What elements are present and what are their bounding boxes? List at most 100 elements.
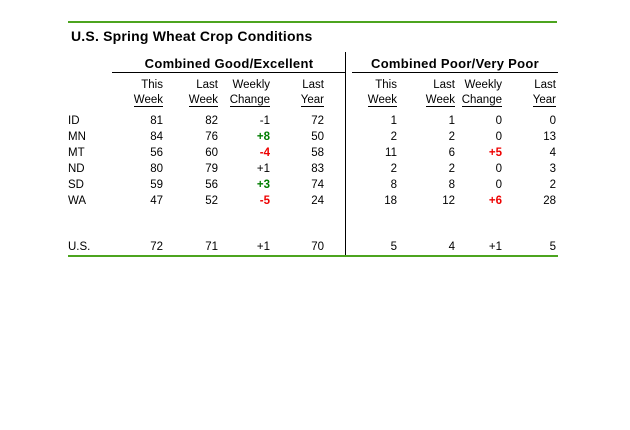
ge-last-year: 83 [311,163,324,175]
pvp-last-week: 8 [448,179,455,191]
section-gap [324,145,352,161]
col-header-weekly: Weekly [232,79,271,91]
table-row-sd: SD 59 56 +3 74 8 8 0 2 [68,177,556,193]
ge-last-week: 71 [205,241,218,253]
table-row-mn: MN 84 76 +8 50 2 2 0 13 [68,129,556,145]
section-gap [324,129,352,145]
col-header-week: Week [188,94,218,107]
state-label: ID [68,115,80,127]
table-row-id: ID 81 82 -1 72 1 1 0 0 [68,113,556,129]
column-header-row-top: This Last Weekly Last This Last Weekly L… [68,77,556,93]
pvp-this-week: 11 [385,147,397,159]
col-header-weekly: Weekly [464,79,503,91]
pvp-last-year: 5 [549,241,556,253]
col-header-week: Week [133,94,163,107]
col-header-last: Last [196,79,218,91]
ge-weekly-change: +3 [256,179,270,191]
col-header-year: Year [532,94,556,107]
pvp-this-week: 2 [390,163,397,175]
ge-last-year: 74 [311,179,324,191]
pvp-last-week: 6 [448,147,455,159]
ge-this-week: 56 [150,147,163,159]
section-gap [324,161,352,177]
col-header-last: Last [302,79,324,91]
table-row-wa: WA 47 52 -5 24 18 12 +6 28 [68,193,556,209]
pvp-weekly-change: 0 [495,163,502,175]
table-row-mt: MT 56 60 -4 58 11 6 +5 4 [68,145,556,161]
pvp-last-year: 0 [549,115,556,127]
ge-last-week: 82 [205,115,218,127]
pvp-weekly-change: +6 [488,195,502,207]
col-header-this: This [141,79,163,91]
section-header-poor-very-poor: Combined Poor/Very Poor [352,55,558,73]
ge-weekly-change: +8 [256,131,270,143]
empty-cell [68,77,122,93]
ge-last-year: 50 [311,131,324,143]
conditions-table: This Last Weekly Last This Last Weekly L… [68,77,556,255]
pvp-weekly-change: 0 [495,115,502,127]
col-header-year: Year [300,94,324,107]
ge-last-week: 52 [205,195,218,207]
section-gap [324,113,352,129]
pvp-weekly-change: +1 [488,241,502,253]
ge-this-week: 59 [150,179,163,191]
ge-last-week: 76 [205,131,218,143]
state-label: MN [68,131,86,143]
col-header-last: Last [534,79,556,91]
col-header-week: Week [367,94,397,107]
section-gap [324,77,352,93]
state-label: ND [68,163,85,175]
state-label: MT [68,147,85,159]
pvp-this-week: 1 [390,115,397,127]
pvp-last-week: 12 [442,195,455,207]
ge-weekly-change: -4 [259,147,270,159]
spacer-row [68,209,556,239]
bottom-green-rule [68,255,558,257]
pvp-this-week: 5 [390,241,397,253]
top-green-rule [68,21,557,23]
ge-this-week: 72 [150,241,163,253]
ge-last-week: 79 [205,163,218,175]
empty-cell [68,93,122,113]
section-gap [324,239,352,255]
ge-this-week: 47 [150,195,163,207]
ge-last-year: 24 [311,195,324,207]
pvp-this-week: 2 [390,131,397,143]
section-gap [324,193,352,209]
ge-last-week: 60 [205,147,218,159]
pvp-weekly-change: 0 [495,179,502,191]
ge-this-week: 81 [150,115,163,127]
ge-weekly-change: -1 [259,115,270,127]
ge-last-year: 58 [311,147,324,159]
section-divider [345,52,346,255]
pvp-last-year: 2 [549,179,556,191]
pvp-last-week: 4 [448,241,455,253]
pvp-last-week: 1 [448,115,455,127]
ge-this-week: 80 [150,163,163,175]
ge-weekly-change: -5 [259,195,270,207]
section-gap [324,93,352,113]
ge-last-week: 56 [205,179,218,191]
state-label: SD [68,179,84,191]
ge-weekly-change: +1 [256,241,270,253]
pvp-last-year: 3 [549,163,556,175]
section-header-good-excellent: Combined Good/Excellent [112,55,346,73]
col-header-this: This [375,79,397,91]
pvp-last-year: 28 [543,195,556,207]
column-header-row-bottom: Week Week Change Year Week Week Change Y… [68,93,556,113]
state-label: WA [68,195,87,207]
pvp-last-year: 13 [543,131,556,143]
pvp-last-year: 4 [549,147,556,159]
us-total-label: U.S. [68,241,91,253]
col-header-week: Week [425,94,455,107]
ge-last-year: 70 [311,241,324,253]
table-row-us-total: U.S. 72 71 +1 70 5 4 +1 5 [68,239,556,255]
ge-weekly-change: +1 [256,163,270,175]
ge-last-year: 72 [311,115,324,127]
spacer-cell [68,209,556,239]
ge-this-week: 84 [150,131,163,143]
col-header-last: Last [433,79,455,91]
section-gap [324,177,352,193]
col-header-change: Change [461,94,502,107]
